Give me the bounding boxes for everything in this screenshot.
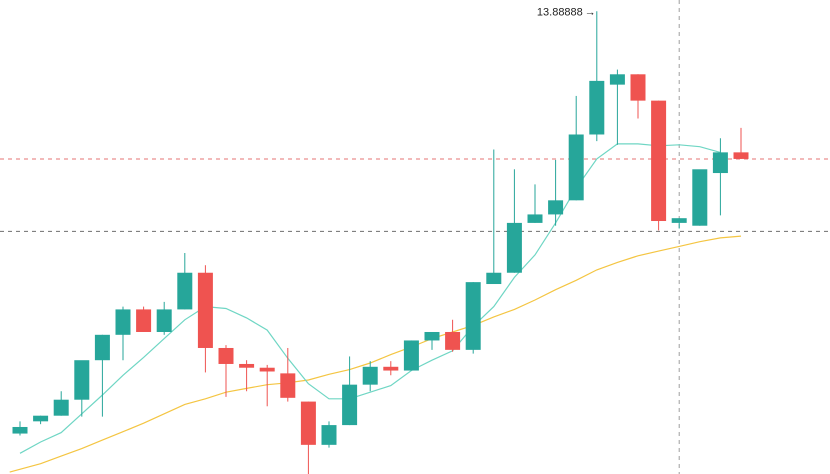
ma-slow-line (9, 235, 742, 473)
candle-body (33, 415, 49, 422)
candle-body (321, 425, 337, 445)
candle (630, 74, 646, 119)
candle-body (156, 309, 172, 332)
moving-average-slow (9, 235, 742, 473)
max-price-label: 13.88888 (537, 6, 583, 18)
candle (527, 184, 543, 223)
candle (156, 301, 172, 335)
candle-body (527, 214, 543, 223)
candle (609, 69, 625, 145)
candle-body (403, 340, 419, 371)
candle-body (239, 363, 255, 368)
candle (53, 391, 69, 416)
candle (733, 127, 749, 159)
price-lines (0, 158, 830, 232)
candle-body (692, 169, 708, 226)
candle (177, 252, 193, 310)
candle (651, 100, 667, 231)
candle-body (651, 100, 667, 222)
candle-body (383, 366, 399, 371)
candle (239, 360, 255, 392)
candle-body (342, 384, 358, 426)
candle-body (280, 373, 296, 398)
candle (692, 169, 708, 226)
candle (445, 319, 461, 352)
candle (197, 265, 213, 373)
candle-body (568, 134, 584, 201)
candle (342, 356, 358, 426)
candle (33, 415, 49, 425)
candle (136, 306, 152, 332)
moving-average-fast (19, 143, 721, 454)
candle-body (671, 218, 687, 223)
candle (362, 361, 378, 392)
candle-body (136, 309, 152, 332)
candle-body (609, 74, 625, 85)
candle (218, 345, 234, 397)
candle-body (94, 334, 110, 361)
candle (259, 364, 275, 407)
candle-body (53, 399, 69, 416)
candle (568, 95, 584, 201)
candles (12, 11, 749, 474)
ma-fast-line (19, 143, 721, 454)
candle-body (733, 152, 749, 159)
candle (74, 360, 90, 417)
arrow-right-icon: → (585, 6, 596, 18)
candle (280, 347, 296, 402)
candle-body (589, 80, 605, 135)
candle-body (465, 282, 481, 350)
candle-body (300, 401, 316, 445)
candle-body (445, 331, 461, 350)
candle (589, 11, 605, 142)
candle-body (424, 331, 440, 341)
candle-body (12, 426, 28, 434)
candle (403, 340, 419, 371)
candle-body (630, 74, 646, 101)
candle-body (259, 367, 275, 372)
candle-body (177, 272, 193, 310)
candle (465, 282, 481, 354)
candle (300, 401, 316, 474)
candle-body (712, 152, 728, 174)
candle-body (506, 222, 522, 273)
candle-body (74, 360, 90, 400)
candle-body (362, 366, 378, 385)
candle-body (115, 309, 131, 335)
candle-body (548, 200, 564, 215)
candle (115, 306, 131, 361)
candle-body (197, 272, 213, 348)
candle (424, 331, 440, 350)
candle (506, 169, 522, 273)
candle (321, 421, 337, 448)
candle (548, 159, 564, 226)
candle (94, 334, 110, 417)
candle (671, 218, 687, 229)
candle-body (218, 347, 234, 364)
candle (383, 361, 399, 376)
candle (486, 149, 502, 285)
candle (712, 138, 728, 216)
candle-body (486, 272, 502, 285)
candle (12, 421, 28, 436)
